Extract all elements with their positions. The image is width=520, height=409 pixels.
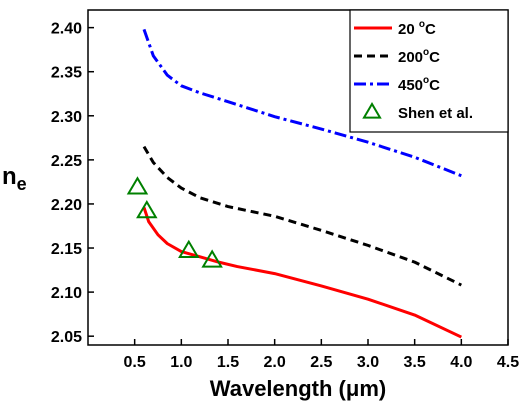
- shen-data-point: [126, 176, 149, 195]
- x-tick-label: 2.5: [310, 354, 332, 371]
- legend-label: 200oC: [398, 47, 440, 66]
- shen-data-point: [136, 200, 158, 219]
- plot-frame: [87, 9, 509, 346]
- plot-series: [126, 28, 462, 339]
- x-axis-title: Wavelength (μm): [210, 376, 386, 401]
- x-tick-label: 3.0: [357, 354, 379, 371]
- y-tick-label: 2.30: [51, 109, 82, 126]
- x-tick-label: 1.0: [170, 354, 192, 371]
- shen-data-point: [178, 239, 200, 258]
- y-tick-label: 2.15: [51, 241, 82, 258]
- legend-marker: [362, 102, 382, 119]
- legend-label: 20 oC: [398, 19, 436, 38]
- y-axis-title-subscript: e: [17, 174, 27, 194]
- y-axis-ticks: 2.05 2.10 2.15 2.20 2.25 2.30 2.35 2.40: [51, 21, 94, 346]
- y-tick-label: 2.05: [51, 329, 82, 346]
- y-tick-label: 2.20: [51, 197, 82, 214]
- x-axis-ticks: 0.5 1.0 1.5 2.0 2.5 3.0 3.5 4.0 4.5: [124, 339, 519, 371]
- y-tick-label: 2.25: [51, 153, 82, 170]
- shen-data-point: [201, 249, 223, 268]
- x-tick-label: 1.5: [217, 354, 239, 371]
- legend-label: 450oC: [398, 75, 440, 94]
- y-tick-label: 2.35: [51, 65, 82, 82]
- x-tick-label: 4.0: [450, 354, 472, 371]
- y-axis-title: ne: [2, 163, 27, 194]
- legend: 20 oC 200oC 450oC Shen et al.: [349, 9, 509, 133]
- x-tick-label: 0.5: [124, 354, 146, 371]
- y-axis-title-main: n: [2, 163, 17, 190]
- x-tick-label: 3.5: [404, 354, 426, 371]
- y-tick-label: 2.10: [51, 285, 82, 302]
- x-tick-label: 4.5: [497, 354, 519, 371]
- series-line-0: [142, 207, 462, 339]
- series-line-1: [142, 145, 462, 287]
- x-tick-label: 2.0: [264, 354, 286, 371]
- series-line-2: [142, 28, 462, 178]
- y-tick-label: 2.40: [51, 21, 82, 38]
- legend-label: Shen et al.: [398, 105, 473, 122]
